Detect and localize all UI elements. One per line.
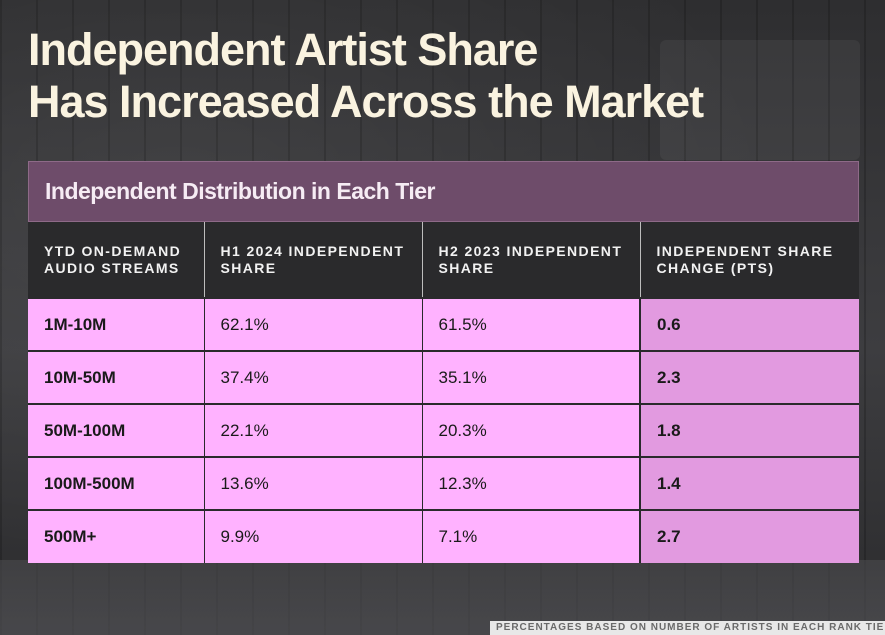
table-row: 10M-50M 37.4% 35.1% 2.3 [28, 350, 859, 404]
share-cell: 7.1% [421, 509, 640, 563]
column-header: H2 2023 INDEPENDENT SHARE [421, 222, 640, 298]
share-cell: 35.1% [421, 350, 640, 404]
tier-label: 100M-500M [28, 456, 204, 510]
share-cell: 9.9% [203, 509, 422, 563]
tier-label: 1M-10M [28, 297, 204, 351]
share-cell: 62.1% [203, 297, 422, 351]
share-cell: 20.3% [421, 403, 640, 457]
tier-label: 500M+ [28, 509, 204, 563]
footnote: PERCENTAGES BASED ON NUMBER OF ARTISTS I… [490, 621, 885, 635]
table-title: Independent Distribution in Each Tier [28, 161, 859, 222]
share-change-cell: 1.4 [639, 456, 859, 510]
column-header: YTD ON-DEMAND AUDIO STREAMS [28, 222, 204, 298]
table-row: 500M+ 9.9% 7.1% 2.7 [28, 509, 859, 563]
page-title: Independent Artist Share Has Increased A… [28, 24, 704, 127]
table-header-row: YTD ON-DEMAND AUDIO STREAMS H1 2024 INDEP… [28, 222, 859, 298]
background-screen [660, 40, 860, 160]
share-change-cell: 0.6 [639, 297, 859, 351]
share-cell: 22.1% [203, 403, 422, 457]
share-cell: 61.5% [421, 297, 640, 351]
tier-label: 10M-50M [28, 350, 204, 404]
share-change-cell: 2.7 [639, 509, 859, 563]
tier-label: 50M-100M [28, 403, 204, 457]
column-header: INDEPENDENT SHARE CHANGE (PTS) [639, 222, 859, 298]
share-cell: 13.6% [203, 456, 422, 510]
column-header: H1 2024 INDEPENDENT SHARE [203, 222, 422, 298]
table-row: 100M-500M 13.6% 12.3% 1.4 [28, 456, 859, 510]
data-panel: Independent Distribution in Each Tier YT… [28, 161, 859, 563]
share-change-cell: 1.8 [639, 403, 859, 457]
share-change-cell: 2.3 [639, 350, 859, 404]
table-row: 50M-100M 22.1% 20.3% 1.8 [28, 403, 859, 457]
share-cell: 37.4% [203, 350, 422, 404]
share-cell: 12.3% [421, 456, 640, 510]
tier-table: YTD ON-DEMAND AUDIO STREAMS H1 2024 INDEP… [28, 222, 859, 563]
table-row: 1M-10M 62.1% 61.5% 0.6 [28, 297, 859, 351]
table-body: 1M-10M 62.1% 61.5% 0.6 10M-50M 37.4% 35.1% 2.3 5… [28, 297, 859, 563]
